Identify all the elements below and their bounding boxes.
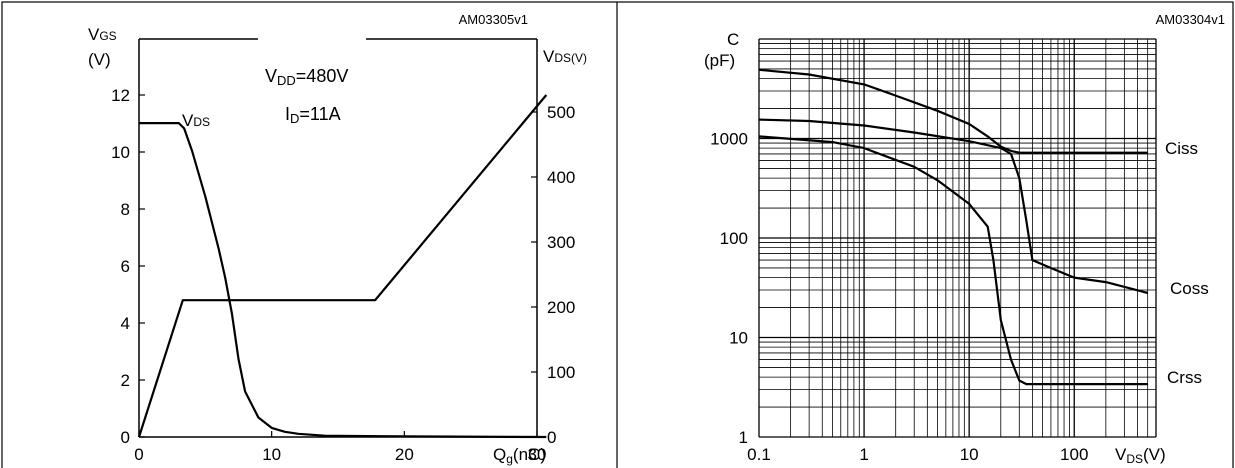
y2-tick-labels: 0 100 200 300 400 500 — [531, 103, 575, 447]
id-condition: ID=11A — [285, 104, 341, 126]
x-tick-label: 20 — [395, 445, 414, 464]
ciss-label: Ciss — [1165, 139, 1198, 158]
y2-tick-label: 300 — [547, 233, 575, 252]
y-tick-label: 1000 — [710, 130, 748, 149]
x-tick-label: 30 — [528, 445, 547, 464]
grid — [758, 38, 1157, 438]
y-tick-labels: 0 2 4 6 8 10 12 — [111, 86, 145, 447]
x-axis-label: Qg(nC) — [493, 445, 546, 466]
x-tick-label: 10 — [960, 445, 979, 464]
y-tick-label: 1 — [739, 428, 748, 447]
y-tick-label: 10 — [111, 143, 130, 162]
y-tick-label: 0 — [121, 428, 130, 447]
y-axis-label: C — [727, 30, 739, 49]
vds-curve-label: VDS — [182, 111, 210, 130]
chart-code: AM03304v1 — [1156, 12, 1225, 27]
y-tick-labels: 1 10 100 1000 — [710, 130, 748, 448]
x-axis-label: VDS(V) — [1115, 445, 1166, 466]
x-tick-labels: 0.1 1 10 100 — [747, 445, 1088, 464]
y-axis-label: VGS — [88, 25, 117, 44]
y2-tick-label: 400 — [547, 168, 575, 187]
coss-label: Coss — [1170, 279, 1209, 298]
series-ciss-line — [758, 68, 1148, 154]
y-tick-label: 100 — [720, 229, 748, 248]
chart-code: AM03305v1 — [459, 12, 528, 27]
vdd-condition: VDD=480V — [265, 66, 348, 88]
y-tick-label: 6 — [121, 257, 130, 276]
crss-label: Crss — [1167, 368, 1202, 387]
series-vgs-line — [137, 94, 548, 438]
x-tick-label: 100 — [1060, 445, 1088, 464]
x-tick-label: 0.1 — [747, 445, 771, 464]
y-tick-label: 12 — [111, 86, 130, 105]
y-tick-label: 2 — [121, 371, 130, 390]
y2-tick-label: 500 — [547, 103, 575, 122]
y-tick-label: 10 — [729, 329, 748, 348]
series-crss-line — [758, 135, 1148, 386]
series-coss-line — [758, 118, 1148, 295]
conditions-box-bg — [248, 56, 376, 138]
x-tick-label: 0 — [134, 445, 143, 464]
x-tick-label: 1 — [859, 445, 868, 464]
y-axis-unit: (pF) — [704, 51, 735, 70]
y2-tick-label: 0 — [547, 428, 556, 447]
y-tick-label: 4 — [121, 314, 130, 333]
series-vds-line — [139, 122, 547, 439]
x-tick-label: 10 — [262, 445, 281, 464]
gate-charge-chart: AM03305v1 VGS (V) VDS(V) 0 10 20 30 0 2 4 6 8 10… — [88, 12, 587, 466]
y2-tick-label: 100 — [547, 363, 575, 382]
conditions-box: VDD=480V ID=11A — [248, 56, 376, 138]
y2-axis-label: VDS(V) — [543, 47, 587, 66]
y-axis-unit: (V) — [88, 50, 111, 69]
y2-tick-label: 200 — [547, 298, 575, 317]
y-tick-label: 8 — [121, 200, 130, 219]
